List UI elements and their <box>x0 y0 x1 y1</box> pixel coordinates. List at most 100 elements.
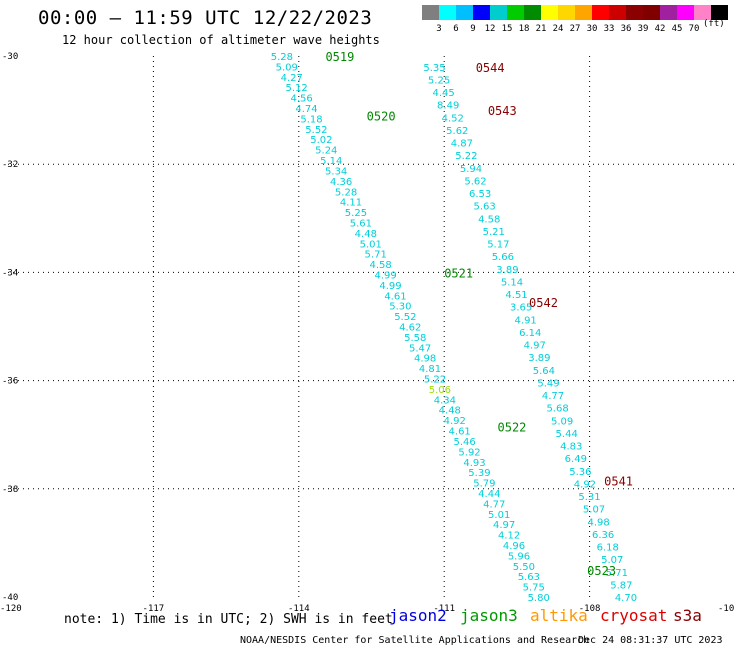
wave-height-value: 5.35 <box>423 63 445 74</box>
wave-height-value: 4.92 <box>444 416 466 427</box>
time-label: 0522 <box>498 421 527 435</box>
wave-height-value: 4.34 <box>434 395 456 406</box>
wave-height-value: 5.39 <box>468 468 490 479</box>
wave-height-value: 5.92 <box>458 447 480 458</box>
wave-height-value: 5.87 <box>610 580 632 591</box>
legend-swatch <box>422 5 439 20</box>
legend-label: 33 <box>603 24 615 34</box>
x-tick-label: -114 <box>288 604 310 614</box>
wave-height-value: 4.45 <box>432 88 454 99</box>
wave-height-value: 4.36 <box>330 177 352 188</box>
wave-height-value: 4.52 <box>442 113 464 124</box>
time-label: 0544 <box>476 61 505 75</box>
wave-height-value: 5.06 <box>429 385 451 396</box>
legend-swatch <box>456 5 473 20</box>
wave-height-value: 5.17 <box>487 240 509 251</box>
time-label: 0519 <box>325 50 354 64</box>
wave-height-value: 6.18 <box>597 543 619 554</box>
wave-height-value: 5.52 <box>394 312 416 323</box>
wave-height-value: 5.52 <box>305 125 327 136</box>
wave-height-value: 5.63 <box>518 572 540 583</box>
wave-height-value: 5.09 <box>551 416 573 427</box>
wave-height-value: 5.14 <box>320 156 342 167</box>
legend-swatch <box>677 5 694 20</box>
x-tick-label: -10 <box>718 604 734 614</box>
legend-swatch <box>524 5 541 20</box>
wave-height-value: 5.71 <box>365 250 387 261</box>
x-tick-label: -111 <box>433 604 455 614</box>
legend-swatch <box>609 5 626 20</box>
wave-height-value: 5.34 <box>325 166 347 177</box>
x-tick-label: -117 <box>143 604 165 614</box>
wave-height-value: 4.97 <box>493 520 515 531</box>
wave-height-value: 5.36 <box>569 467 591 478</box>
wave-height-value: 3.89 <box>528 353 550 364</box>
wave-height-value: 4.81 <box>419 364 441 375</box>
wave-height-value: 5.66 <box>492 252 514 263</box>
y-tick-label: -40 <box>2 593 18 603</box>
legend-swatch <box>643 5 660 20</box>
legend-swatch <box>711 5 728 20</box>
wave-height-value: 5.68 <box>546 404 568 415</box>
time-label: 0523 <box>587 564 616 578</box>
wave-height-value: 8.49 <box>437 101 459 112</box>
wave-height-value: 5.21 <box>483 227 505 238</box>
wave-height-value: 5.09 <box>276 62 298 73</box>
wave-height-value: 5.31 <box>578 492 600 503</box>
wave-height-value: 5.62 <box>446 126 468 137</box>
wave-height-value: 4.48 <box>439 406 461 417</box>
legend-label: 27 <box>569 24 581 34</box>
wave-height-value: 4.74 <box>295 104 317 115</box>
mission-cryosat: cryosat <box>600 606 668 625</box>
wave-height-value: 3.65 <box>510 303 532 314</box>
wave-height-value: 6.53 <box>469 189 491 200</box>
legend-swatch <box>660 5 677 20</box>
mission-jason2: jason2 <box>389 606 447 625</box>
credit-line: NOAA/NESDIS Center for Satellite Applica… <box>240 635 590 646</box>
legend-label: 24 <box>552 24 564 34</box>
legend-label: 9 <box>470 24 476 34</box>
wave-height-value: 5.01 <box>360 239 382 250</box>
wave-height-value: 5.25 <box>428 75 450 86</box>
wave-height-value: 5.46 <box>453 437 475 448</box>
wave-height-value: 4.12 <box>498 531 520 542</box>
mission-jason3: jason3 <box>460 606 518 625</box>
legend-label: 30 <box>586 24 598 34</box>
legend-swatch <box>694 5 711 20</box>
wave-height-value: 4.77 <box>542 391 564 402</box>
legend-swatch <box>507 5 524 20</box>
footer-note: note: 1) Time is in UTC; 2) SWH is in fe… <box>64 612 393 627</box>
wave-height-value: 5.62 <box>464 176 486 187</box>
wave-height-value: 5.71 <box>606 568 628 579</box>
legend-swatch <box>473 5 490 20</box>
legend-swatch <box>626 5 643 20</box>
wave-height-value: 5.07 <box>583 505 605 516</box>
wave-height-value: 5.58 <box>404 333 426 344</box>
wave-height-value: 4.77 <box>483 499 505 510</box>
time-label: 0543 <box>488 104 517 118</box>
time-label: 0542 <box>529 296 558 310</box>
wave-height-value: 5.22 <box>424 375 446 386</box>
legend-label: 18 <box>518 24 530 34</box>
time-label: 0521 <box>444 266 473 280</box>
chart-subtitle: 12 hour collection of altimeter wave hei… <box>62 33 380 47</box>
wave-height-value: 5.22 <box>455 151 477 162</box>
wave-height-value: 4.58 <box>478 214 500 225</box>
mission-s3a: s3a <box>673 606 702 625</box>
wave-height-value: 4.58 <box>370 260 392 271</box>
wave-height-value: 5.01 <box>488 510 510 521</box>
wave-height-value: 4.70 <box>615 593 637 604</box>
wave-height-value: 5.94 <box>460 164 482 175</box>
wave-height-value: 5.75 <box>523 583 545 594</box>
generation-timestamp: Dec 24 08:31:37 UTC 2023 <box>578 635 723 646</box>
legend-swatch <box>439 5 456 20</box>
wave-height-value: 4.92 <box>574 479 596 490</box>
wave-height-value: 4.99 <box>374 270 396 281</box>
legend-label: 3 <box>436 24 442 34</box>
wave-height-value: 4.99 <box>379 281 401 292</box>
wave-height-value: 5.44 <box>556 429 578 440</box>
wave-height-value: 5.64 <box>533 366 555 377</box>
x-tick-label: -108 <box>579 604 601 614</box>
wave-height-value: 4.97 <box>524 341 546 352</box>
